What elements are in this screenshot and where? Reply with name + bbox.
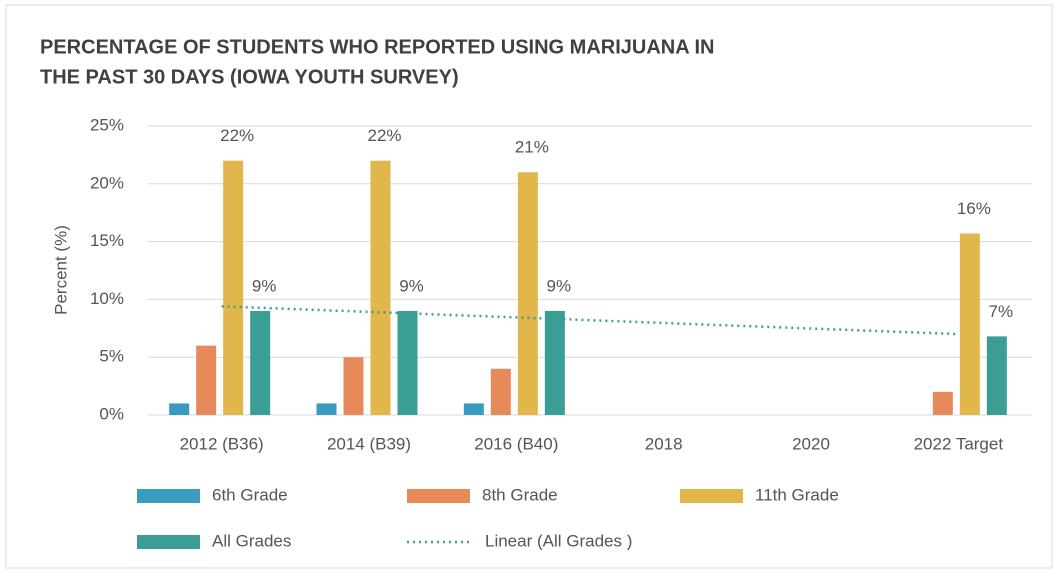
bar <box>490 368 511 415</box>
data-label: 21% <box>515 138 549 157</box>
data-label: 22% <box>220 126 254 145</box>
legend-label: 6th Grade <box>212 485 288 504</box>
legend-swatch <box>137 535 200 549</box>
x-tick-label: 2020 <box>792 434 830 453</box>
x-tick-label: 2016 (B40) <box>474 434 558 453</box>
y-tick-label: 10% <box>90 289 124 308</box>
legend-label: 8th Grade <box>482 485 558 504</box>
bar <box>397 310 418 415</box>
bar <box>959 233 980 415</box>
y-tick-label: 5% <box>99 347 124 366</box>
legend-swatch <box>680 489 743 503</box>
data-label: 22% <box>367 126 401 145</box>
bar <box>932 391 953 415</box>
data-label: 7% <box>989 302 1014 321</box>
chart-title: PERCENTAGE OF STUDENTS WHO REPORTED USIN… <box>40 36 714 58</box>
x-tick-label: 2018 <box>645 434 683 453</box>
bar <box>986 336 1007 415</box>
legend-label: 11th Grade <box>755 485 839 504</box>
bar <box>316 403 337 415</box>
x-tick-label: 2014 (B39) <box>327 434 411 453</box>
legend-label: Linear (All Grades ) <box>485 531 632 550</box>
y-tick-label: 0% <box>99 404 124 423</box>
y-tick-label: 15% <box>90 231 124 250</box>
x-tick-label: 2012 (B36) <box>180 434 264 453</box>
bar <box>544 310 565 415</box>
bar <box>169 403 190 415</box>
data-label: 9% <box>252 276 277 295</box>
bar <box>196 345 217 415</box>
y-tick-label: 25% <box>90 115 124 134</box>
legend-label: All Grades <box>212 531 291 550</box>
bar <box>517 172 538 415</box>
y-tick-label: 20% <box>90 173 124 192</box>
bar <box>223 160 244 415</box>
data-label: 9% <box>547 276 572 295</box>
data-label: 16% <box>957 199 991 218</box>
bar <box>343 357 364 415</box>
y-axis-label: Percent (%) <box>51 225 70 315</box>
chart-title: THE PAST 30 DAYS (IOWA YOUTH SURVEY) <box>40 66 459 88</box>
x-tick-label: 2022 Target <box>914 434 1004 453</box>
data-label: 9% <box>399 276 424 295</box>
legend-swatch <box>137 489 200 503</box>
bar <box>463 403 484 415</box>
legend-swatch <box>407 489 470 503</box>
bar <box>250 310 271 415</box>
bar <box>370 160 391 415</box>
